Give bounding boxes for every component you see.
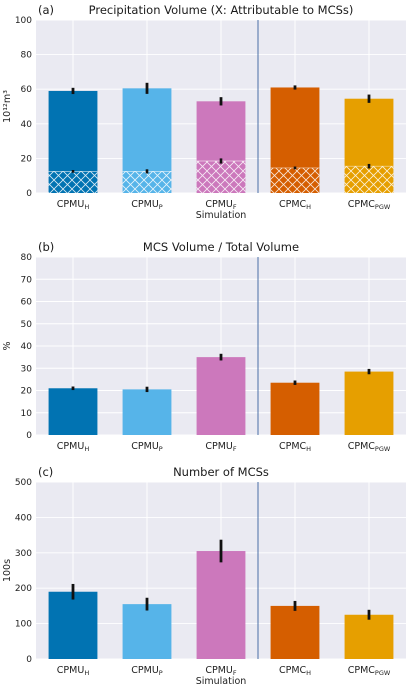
x-tick-label: CPMCH: [279, 199, 311, 211]
bar: [48, 591, 98, 659]
y-tick-label: 30: [21, 364, 33, 374]
x-tick-label: CPMUF: [205, 441, 237, 453]
x-axis-label: Simulation: [196, 210, 247, 221]
y-tick-label: 0: [26, 655, 32, 665]
y-tick-label: 40: [21, 120, 33, 130]
panel-label: (b): [38, 240, 54, 254]
y-tick-label: 0: [26, 189, 32, 199]
y-axis-label: 100s: [2, 559, 13, 582]
y-tick-label: 70: [21, 275, 33, 285]
chart-panel-3: 0 100 200 300 400 500 CPMUH CPMUP CPMUF CPMCH CPMC…: [2, 465, 406, 685]
bar: [196, 357, 246, 435]
y-tick-label: 50: [21, 320, 33, 330]
y-tick-label: 80: [21, 51, 33, 61]
x-tick-label: CPMUH: [57, 199, 90, 211]
bar: [270, 382, 320, 435]
x-tick-label: CPMUP: [131, 441, 163, 453]
y-tick-label: 200: [15, 584, 32, 594]
bar-hatched-mcs: [196, 160, 246, 193]
bar: [122, 389, 172, 435]
bar-hatched-mcs: [48, 171, 98, 193]
chart-panel-2: 0 10 20 30 40 50 60 70 80 CPMUH CPMUP CPMUF CPMCH CPM…: [2, 240, 406, 453]
y-tick-label: 60: [21, 298, 33, 308]
x-tick-label: CPMCPGW: [348, 665, 391, 677]
x-tick-label: CPMUF: [205, 199, 237, 211]
y-tick-label: 20: [21, 387, 33, 397]
bar-hatched-mcs: [344, 166, 394, 193]
y-tick-label: 80: [21, 253, 33, 263]
chart-panel-1: 0 20 40 60 80 100 CPMUH CPMUP CPMUF CPMCH CPMCPGW P…: [2, 3, 406, 221]
bar: [344, 371, 394, 435]
x-tick-label: CPMUH: [57, 441, 90, 453]
chart-title: MCS Volume / Total Volume: [143, 240, 299, 254]
bar: [344, 614, 394, 659]
chart-title: Precipitation Volume (X: Attributable to…: [89, 3, 354, 17]
bar: [270, 605, 320, 659]
y-axis-label: 10¹²m³: [2, 90, 13, 123]
bar-hatched-mcs: [122, 171, 172, 193]
bar: [48, 388, 98, 435]
y-tick-label: 20: [21, 154, 33, 164]
x-tick-label: CPMCH: [279, 665, 311, 677]
panel-label: (c): [38, 465, 53, 479]
x-tick-label: CPMUF: [205, 665, 237, 677]
y-tick-label: 400: [15, 513, 32, 523]
bar: [122, 604, 172, 659]
y-tick-label: 100: [15, 16, 32, 26]
bar-hatched-mcs: [270, 167, 320, 193]
panel-label: (a): [38, 3, 54, 17]
x-tick-label: CPMCPGW: [348, 199, 391, 211]
y-tick-label: 300: [15, 549, 32, 559]
y-tick-label: 10: [21, 409, 33, 419]
bar: [196, 551, 246, 659]
x-axis-label: Simulation: [196, 676, 247, 685]
y-tick-label: 60: [21, 85, 33, 95]
chart-title: Number of MCSs: [173, 465, 269, 479]
y-tick-label: 0: [26, 431, 32, 441]
x-tick-label: CPMCH: [279, 441, 311, 453]
x-tick-label: CPMCPGW: [348, 441, 391, 453]
y-axis-label: %: [2, 341, 13, 350]
y-tick-label: 40: [21, 342, 33, 352]
x-tick-label: CPMUP: [131, 665, 163, 677]
y-tick-label: 500: [15, 478, 32, 488]
y-tick-label: 100: [15, 620, 32, 630]
x-tick-label: CPMUH: [57, 665, 90, 677]
x-tick-label: CPMUP: [131, 199, 163, 211]
